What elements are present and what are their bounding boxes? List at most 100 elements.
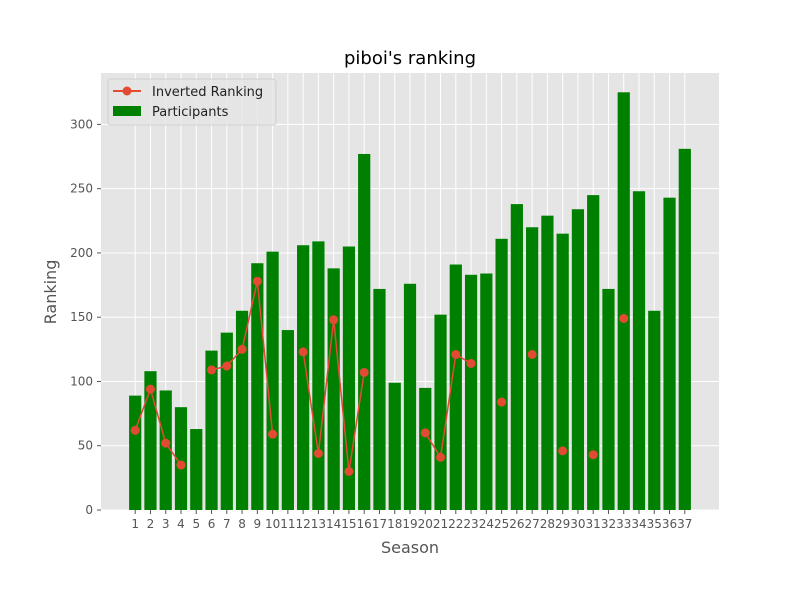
ranking-point-season-1 [130, 425, 140, 435]
bar-season-1 [129, 395, 142, 510]
bar-season-16 [358, 153, 371, 511]
x-tick-label: 4 [177, 517, 185, 531]
bar-season-34 [632, 191, 646, 510]
ranking-point-season-9 [252, 276, 262, 286]
x-tick-label: 11 [280, 517, 295, 531]
bar-season-22 [449, 264, 462, 510]
ranking-point-season-33 [619, 313, 629, 323]
x-tick-label: 22 [448, 517, 463, 531]
ranking-point-season-12 [298, 347, 308, 357]
bar-season-24 [480, 273, 493, 510]
bar-season-9 [251, 263, 264, 510]
x-tick-label: 36 [662, 517, 677, 531]
bar-season-32 [602, 288, 615, 510]
y-axis-label: Ranking [41, 260, 60, 325]
bar-season-18 [388, 382, 401, 510]
bar-season-10 [266, 251, 279, 510]
x-tick-label: 34 [631, 517, 646, 531]
legend: Inverted Ranking Participants [107, 78, 277, 126]
y-tick-label: 100 [70, 374, 93, 388]
x-tick-label: 21 [433, 517, 448, 531]
y-tick-label: 50 [78, 439, 93, 453]
x-tick-label: 9 [254, 517, 262, 531]
x-tick-label: 15 [341, 517, 356, 531]
bar-season-3 [159, 390, 172, 510]
y-tick-label: 150 [70, 310, 93, 324]
bar-season-20 [419, 387, 432, 510]
ranking-point-season-10 [268, 429, 278, 439]
ranking-point-season-16 [359, 367, 369, 377]
bar-season-17 [373, 288, 386, 510]
x-axis-label: Season [381, 538, 439, 557]
bar-season-11 [281, 330, 294, 510]
x-tick-label: 3 [162, 517, 170, 531]
ranking-point-season-3 [161, 438, 171, 448]
bar-season-31 [587, 195, 600, 510]
bar-season-33 [617, 92, 630, 510]
x-tick-label: 30 [570, 517, 585, 531]
bar-season-28 [541, 215, 554, 510]
ranking-point-season-8 [237, 344, 247, 354]
x-tick-label: 32 [601, 517, 616, 531]
x-tick-label: 31 [586, 517, 601, 531]
x-tick-label: 29 [555, 517, 570, 531]
x-tick-label: 8 [238, 517, 246, 531]
bar-season-12 [297, 245, 310, 510]
bar-season-23 [464, 274, 478, 510]
bar-season-2 [144, 371, 157, 510]
legend-label-participants: Participants [152, 105, 229, 120]
x-tick-label: 10 [265, 517, 280, 531]
bar-season-25 [495, 238, 508, 510]
ranking-point-season-7 [222, 361, 232, 371]
x-tick-label: 2 [147, 517, 155, 531]
x-tick-label: 12 [295, 517, 310, 531]
ranking-point-season-2 [145, 384, 155, 394]
bar-season-7 [220, 332, 233, 510]
x-tick-label: 24 [479, 517, 494, 531]
ranking-point-season-4 [176, 460, 186, 470]
ranking-point-season-21 [436, 452, 446, 462]
legend-label-inverted-ranking: Inverted Ranking [152, 85, 263, 100]
bar-season-4 [174, 407, 188, 510]
x-tick-label: 7 [223, 517, 231, 531]
x-tick-label: 19 [402, 517, 417, 531]
bar-season-26 [510, 204, 523, 510]
x-tick-label: 33 [616, 517, 631, 531]
bar-season-27 [526, 227, 539, 510]
x-tick-label: 13 [311, 517, 326, 531]
bar-season-35 [648, 310, 661, 510]
legend-dot-marker [122, 86, 132, 96]
ranking-point-season-13 [313, 448, 323, 458]
chart-title: piboi's ranking [344, 48, 476, 69]
bar-season-5 [190, 429, 203, 510]
ranking-point-season-25 [497, 397, 507, 407]
bar-season-29 [556, 233, 569, 511]
y-tick-label: 300 [70, 117, 93, 131]
bar-season-30 [571, 209, 585, 510]
x-tick-label: 5 [192, 517, 200, 531]
x-tick-label: 17 [372, 517, 387, 531]
ranking-point-season-15 [344, 466, 354, 476]
ranking-line-segment [134, 386, 182, 466]
x-tick-label: 20 [418, 517, 433, 531]
legend-box [107, 78, 277, 126]
bar-season-13 [312, 241, 325, 510]
bar-season-21 [434, 314, 447, 510]
ranking-point-season-14 [329, 315, 339, 325]
ranking-point-season-31 [588, 450, 598, 460]
x-tick-label: 23 [463, 517, 478, 531]
ranking-line-segment [424, 353, 472, 460]
y-tick-label: 0 [85, 503, 93, 517]
y-tick-label: 250 [70, 182, 93, 196]
ranking-point-season-27 [527, 349, 537, 359]
x-tick-label: 1 [131, 517, 139, 531]
ranking-point-season-23 [466, 358, 476, 368]
bar-season-6 [205, 350, 218, 510]
x-tick-label: 14 [326, 517, 341, 531]
ranking-point-season-20 [420, 428, 430, 438]
bar-season-37 [678, 148, 691, 511]
y-tick-label: 200 [70, 246, 93, 260]
x-tick-label: 25 [494, 517, 509, 531]
bar-season-8 [235, 310, 249, 510]
